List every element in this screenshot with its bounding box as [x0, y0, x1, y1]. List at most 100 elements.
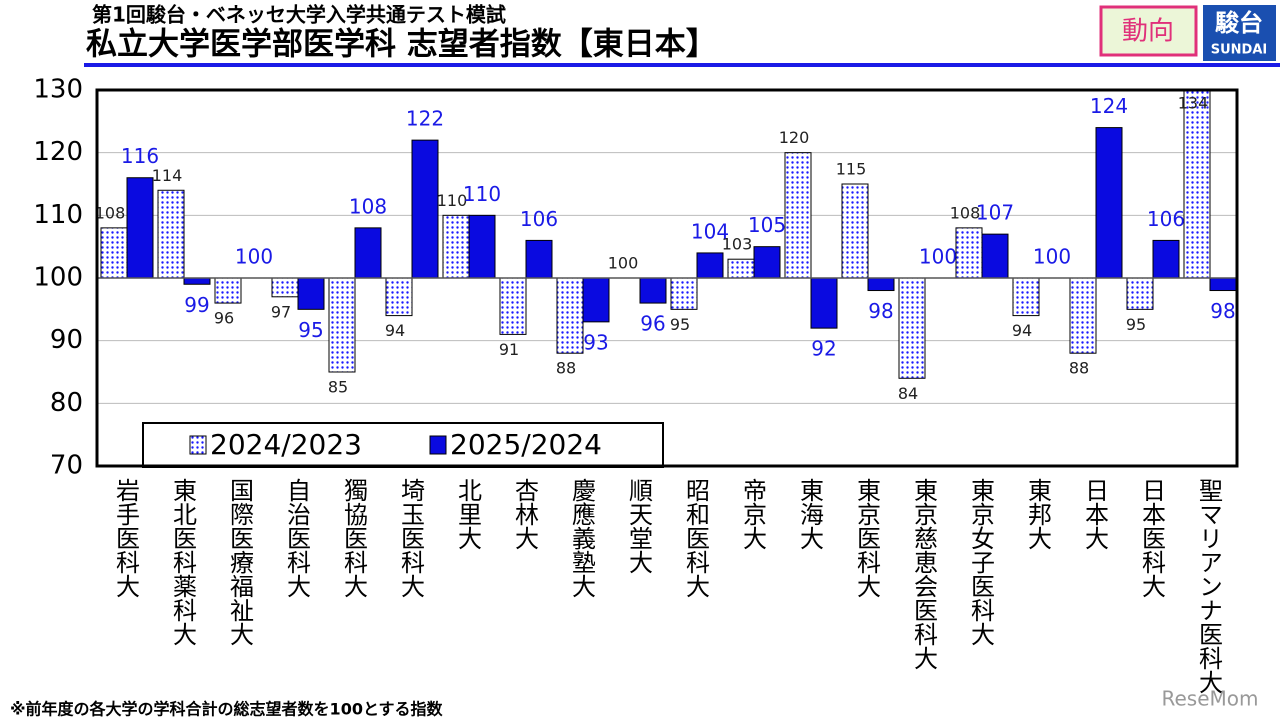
bar	[499, 277, 527, 335]
bar	[271, 277, 299, 298]
value-label: 99	[184, 293, 209, 317]
x-tick-label: 杏林大	[511, 478, 539, 550]
value-label: 85	[328, 378, 348, 397]
value-label: 84	[898, 384, 918, 403]
value-label: 94	[385, 321, 405, 340]
bar	[981, 233, 1009, 279]
value-label: 106	[520, 207, 558, 231]
bar	[442, 214, 470, 279]
legend-swatch	[189, 435, 207, 455]
legend-label: 2024/2023	[210, 428, 362, 461]
plot-frame	[95, 88, 1239, 468]
x-tick-label: 日本大	[1081, 478, 1109, 550]
value-label: 104	[691, 219, 729, 243]
bar	[1012, 277, 1040, 317]
value-label: 97	[271, 302, 291, 321]
bar	[385, 277, 413, 317]
bar	[354, 227, 382, 279]
value-label: 103	[722, 235, 753, 254]
value-label: 95	[298, 318, 323, 342]
bar	[297, 277, 325, 310]
x-tick-label: 国際医療福祉大	[226, 478, 254, 646]
x-tick-label: 帝京大	[739, 478, 767, 550]
bar	[753, 246, 781, 279]
value-label: 124	[1090, 94, 1128, 118]
legend-swatch	[429, 435, 447, 455]
title: 私立大学医学部医学科 志望者指数【東日本】	[86, 27, 717, 63]
bar	[556, 277, 584, 354]
value-label: 95	[670, 315, 690, 334]
x-tick-label: 東北医科薬科大	[169, 478, 197, 646]
value-label: 100	[235, 245, 273, 269]
subtitle: 第1回駿台・ベネッセ大学入学共通テスト模試	[92, 3, 506, 27]
value-label: 92	[811, 337, 836, 361]
value-label: 120	[779, 128, 810, 147]
bar	[784, 152, 812, 279]
value-label: 98	[1210, 299, 1235, 323]
bar	[411, 139, 439, 279]
bar	[468, 214, 496, 279]
value-label: 88	[1069, 359, 1089, 378]
x-tick-label: 順天堂大	[625, 478, 653, 574]
bar	[867, 277, 895, 292]
bar	[582, 277, 610, 323]
value-label: 100	[919, 245, 957, 269]
x-tick-label: 東京女子医科大	[967, 478, 995, 646]
x-tick-label: 東京慈恵会医科大	[910, 478, 938, 670]
bar	[898, 277, 926, 379]
footnote: ※前年度の各大学の学科合計の総志望者数を100とする指数	[10, 700, 443, 719]
bar	[214, 277, 242, 304]
badge-text: 動向	[1122, 17, 1174, 47]
bar	[1126, 277, 1154, 310]
bar	[727, 258, 755, 279]
x-tick-label: 東海大	[796, 478, 824, 550]
value-label: 100	[608, 254, 639, 273]
value-label: 107	[976, 201, 1014, 225]
value-label: 105	[748, 213, 786, 237]
x-tick-label: 北里大	[454, 478, 482, 550]
y-tick-label: 90	[50, 325, 83, 355]
watermark: ReseMom	[1161, 687, 1258, 711]
bar	[810, 277, 838, 329]
bar	[1209, 277, 1237, 292]
bar	[696, 252, 724, 279]
value-label: 108	[950, 203, 981, 222]
bar	[1069, 277, 1097, 354]
bar	[955, 227, 983, 279]
legend-label: 2025/2024	[450, 428, 602, 461]
y-tick-label: 80	[50, 388, 83, 418]
bar	[100, 227, 128, 279]
value-label: 122	[406, 107, 444, 131]
value-label: 95	[1126, 315, 1146, 334]
bar	[525, 239, 553, 279]
value-label: 98	[868, 299, 893, 323]
value-label: 88	[556, 359, 576, 378]
x-tick-label: 自治医科大	[283, 478, 311, 598]
bar	[639, 277, 667, 304]
bar	[670, 277, 698, 310]
bar	[183, 277, 211, 285]
value-label: 96	[214, 309, 234, 328]
y-tick-label: 100	[33, 263, 83, 293]
x-tick-label: 東京医科大	[853, 478, 881, 598]
x-tick-label: 埼玉医科大	[397, 478, 425, 598]
x-tick-label: 日本医科大	[1138, 478, 1166, 598]
value-label: 115	[836, 160, 867, 179]
value-label: 96	[640, 312, 665, 336]
bar	[1152, 239, 1180, 279]
value-label: 106	[1147, 207, 1185, 231]
logo-sub: SUNDAI	[1211, 43, 1268, 58]
y-tick-label: 70	[50, 451, 83, 481]
value-label: 110	[463, 182, 501, 206]
badge	[1099, 5, 1198, 57]
bar	[1095, 127, 1123, 279]
bar	[328, 277, 356, 373]
bar	[126, 177, 154, 279]
x-tick-label: 慶應義塾大	[568, 478, 596, 598]
value-label: 110	[437, 191, 468, 210]
value-label: 108	[349, 194, 387, 218]
value-label: 108	[95, 203, 126, 222]
bars	[100, 90, 1237, 379]
